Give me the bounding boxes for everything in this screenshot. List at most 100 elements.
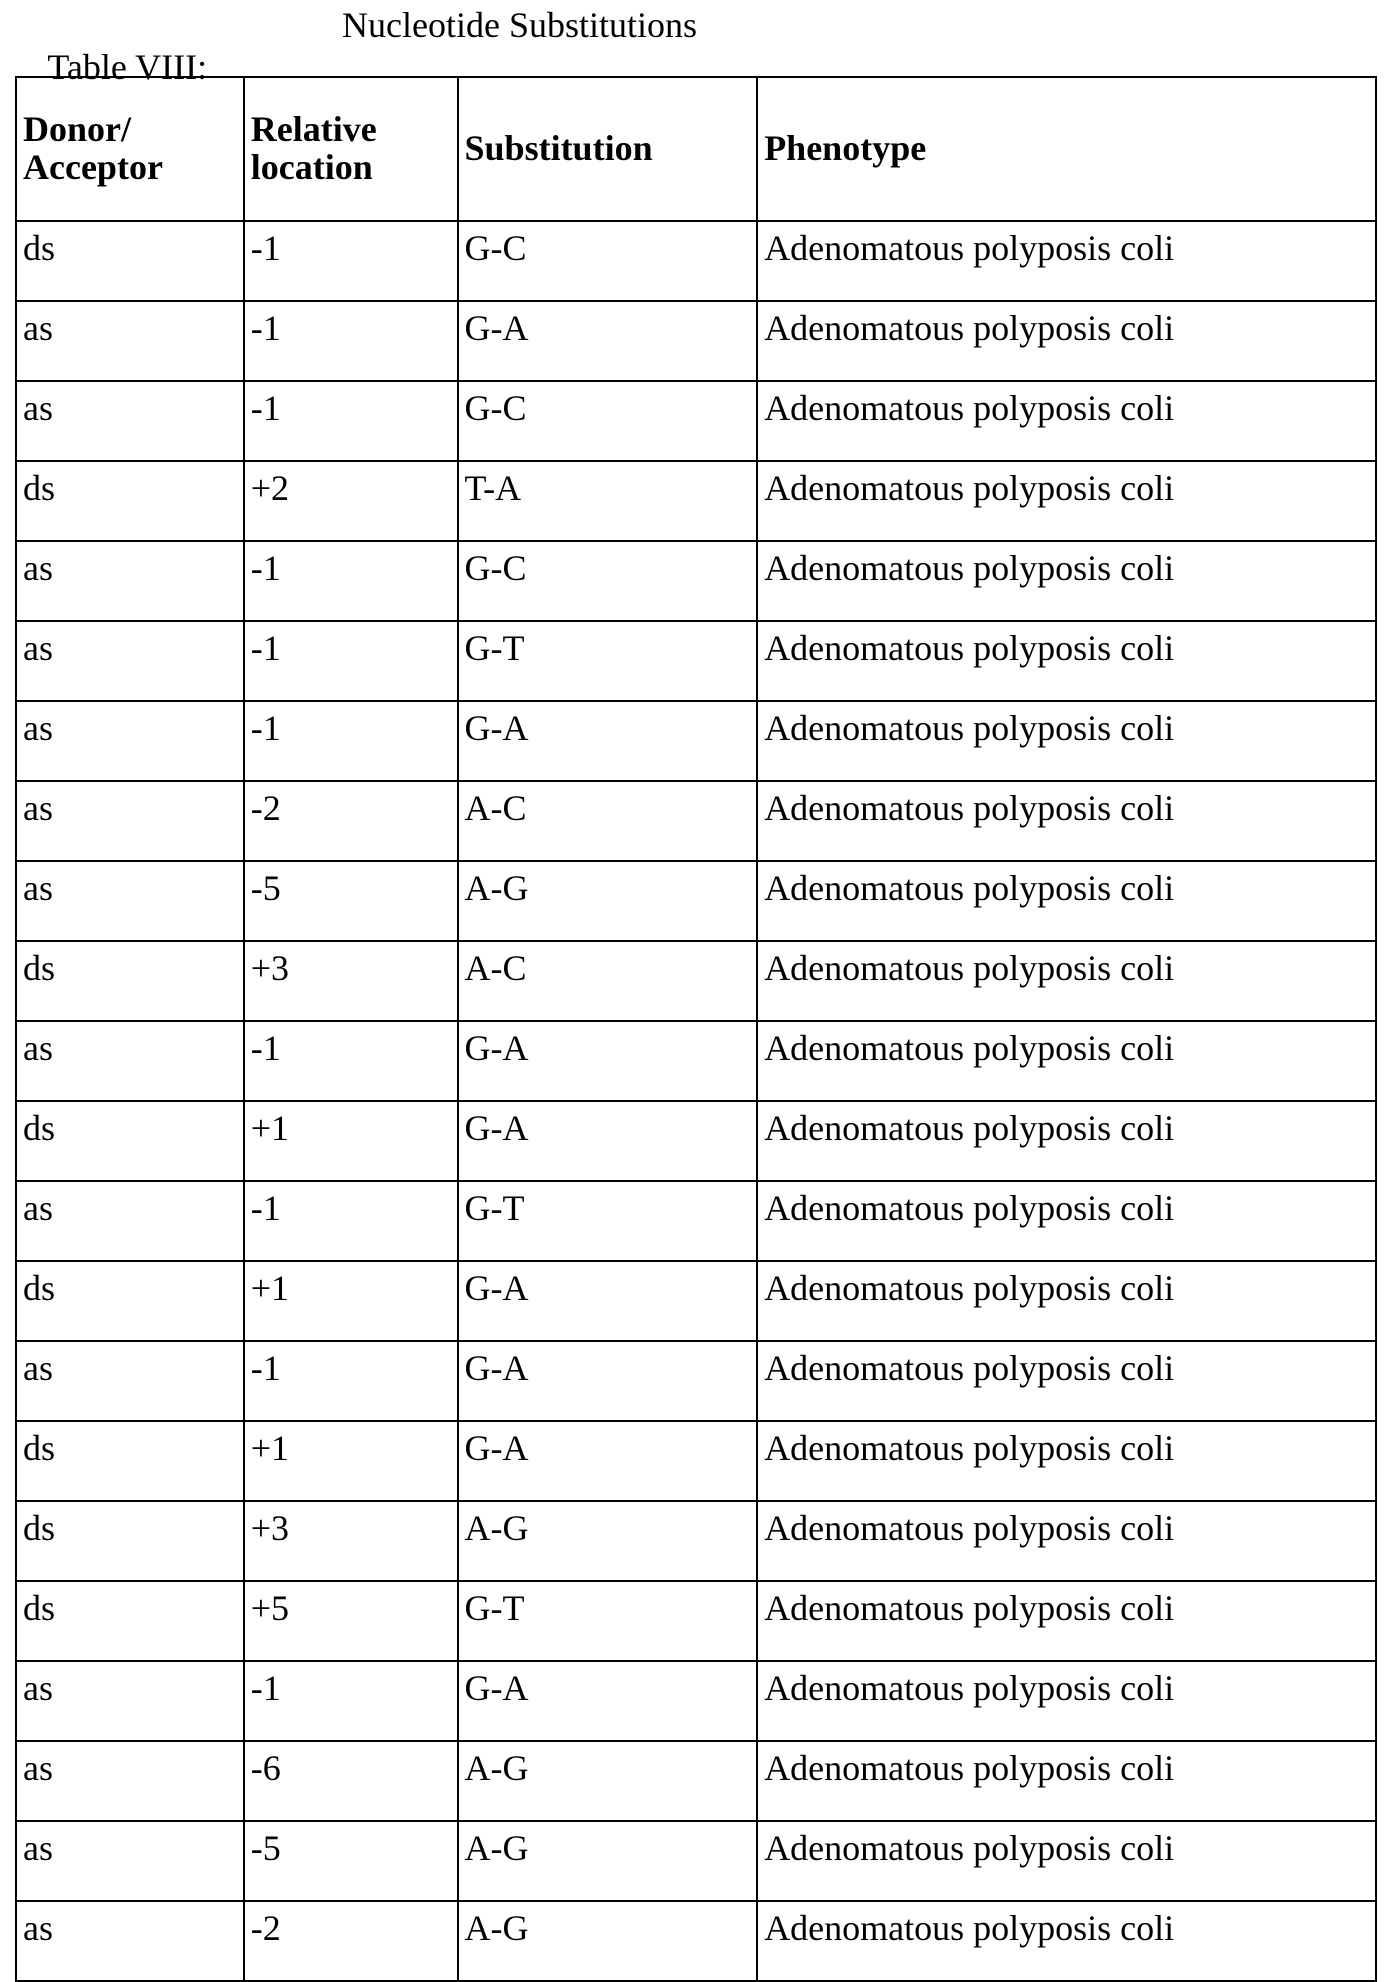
phenotype-cell: Adenomatous polyposis coli [757,781,1376,861]
substitution-cell: G-A [458,1101,758,1181]
substitution-cell: A-C [458,781,758,861]
substitution-cell: G-A [458,1661,758,1741]
table-row: as-1G-CAdenomatous polyposis coli [16,541,1376,621]
phenotype-cell: Adenomatous polyposis coli [757,1501,1376,1581]
table-row: ds+1G-AAdenomatous polyposis coli [16,1101,1376,1181]
relative-location-cell: -1 [244,301,458,381]
substitution-cell: G-A [458,301,758,381]
phenotype-cell: Adenomatous polyposis coli [757,301,1376,381]
substitution-cell: G-A [458,1421,758,1501]
table-row: ds+2T-AAdenomatous polyposis coli [16,461,1376,541]
substitution-cell: A-C [458,941,758,1021]
header-relative-location: Relative location [244,77,458,221]
substitution-cell: G-A [458,1341,758,1421]
table-row: as-1G-TAdenomatous polyposis coli [16,1181,1376,1261]
phenotype-cell: Adenomatous polyposis coli [757,461,1376,541]
substitution-cell: A-G [458,1901,758,1981]
phenotype-cell: Adenomatous polyposis coli [757,1821,1376,1901]
relative-location-cell: -1 [244,1181,458,1261]
donor-acceptor-cell: as [16,1821,244,1901]
table-row: as-2A-GAdenomatous polyposis coli [16,1901,1376,1981]
relative-location-cell: -6 [244,1741,458,1821]
table-row: as-1G-AAdenomatous polyposis coli [16,301,1376,381]
donor-acceptor-cell: as [16,381,244,461]
table-row: ds+1G-AAdenomatous polyposis coli [16,1421,1376,1501]
donor-acceptor-cell: ds [16,1101,244,1181]
header-substitution: Substitution [458,77,758,221]
donor-acceptor-cell: ds [16,1501,244,1581]
table-title: Nucleotide Substitutions [342,4,697,46]
table-row: ds+3A-CAdenomatous polyposis coli [16,941,1376,1021]
phenotype-cell: Adenomatous polyposis coli [757,861,1376,941]
donor-acceptor-cell: as [16,781,244,861]
relative-location-cell: -1 [244,1341,458,1421]
donor-acceptor-cell: ds [16,221,244,301]
phenotype-cell: Adenomatous polyposis coli [757,541,1376,621]
table-row: as-5A-GAdenomatous polyposis coli [16,1821,1376,1901]
substitution-cell: A-G [458,861,758,941]
donor-acceptor-cell: as [16,541,244,621]
phenotype-cell: Adenomatous polyposis coli [757,1741,1376,1821]
relative-location-cell: +3 [244,1501,458,1581]
relative-location-cell: -1 [244,701,458,781]
donor-acceptor-cell: as [16,1021,244,1101]
table-row: as-1G-CAdenomatous polyposis coli [16,381,1376,461]
table-row: ds+1G-AAdenomatous polyposis coli [16,1261,1376,1341]
relative-location-cell: -2 [244,1901,458,1981]
phenotype-cell: Adenomatous polyposis coli [757,1901,1376,1981]
table-row: as-1G-AAdenomatous polyposis coli [16,1021,1376,1101]
table-row: as-1G-AAdenomatous polyposis coli [16,1661,1376,1741]
relative-location-cell: +1 [244,1261,458,1341]
phenotype-cell: Adenomatous polyposis coli [757,1181,1376,1261]
phenotype-cell: Adenomatous polyposis coli [757,1341,1376,1421]
table-row: ds+5G-TAdenomatous polyposis coli [16,1581,1376,1661]
relative-location-cell: +5 [244,1581,458,1661]
table-row: as-2A-CAdenomatous polyposis coli [16,781,1376,861]
phenotype-cell: Adenomatous polyposis coli [757,221,1376,301]
relative-location-cell: -1 [244,381,458,461]
substitution-cell: G-T [458,1181,758,1261]
substitution-cell: G-A [458,1021,758,1101]
relative-location-cell: -1 [244,1661,458,1741]
donor-acceptor-cell: as [16,861,244,941]
donor-acceptor-cell: as [16,1181,244,1261]
donor-acceptor-cell: ds [16,461,244,541]
table-row: as-1G-TAdenomatous polyposis coli [16,621,1376,701]
header-phenotype: Phenotype [757,77,1376,221]
phenotype-cell: Adenomatous polyposis coli [757,941,1376,1021]
donor-acceptor-cell: ds [16,1581,244,1661]
substitution-cell: G-T [458,1581,758,1661]
relative-location-cell: -5 [244,1821,458,1901]
table-row: as-5A-GAdenomatous polyposis coli [16,861,1376,941]
donor-acceptor-cell: as [16,1341,244,1421]
substitution-cell: G-A [458,701,758,781]
substitution-cell: A-G [458,1741,758,1821]
substitution-cell: G-T [458,621,758,701]
donor-acceptor-cell: as [16,621,244,701]
relative-location-cell: +2 [244,461,458,541]
donor-acceptor-cell: ds [16,941,244,1021]
substitution-cell: G-C [458,541,758,621]
donor-acceptor-cell: ds [16,1261,244,1341]
table-row: as-6A-GAdenomatous polyposis coli [16,1741,1376,1821]
donor-acceptor-cell: as [16,701,244,781]
phenotype-cell: Adenomatous polyposis coli [757,1421,1376,1501]
phenotype-cell: Adenomatous polyposis coli [757,1661,1376,1741]
relative-location-cell: -5 [244,861,458,941]
donor-acceptor-cell: as [16,1741,244,1821]
relative-location-cell: -1 [244,541,458,621]
substitution-cell: A-G [458,1501,758,1581]
phenotype-cell: Adenomatous polyposis coli [757,1101,1376,1181]
relative-location-cell: -1 [244,221,458,301]
relative-location-cell: -2 [244,781,458,861]
phenotype-cell: Adenomatous polyposis coli [757,1261,1376,1341]
phenotype-cell: Adenomatous polyposis coli [757,621,1376,701]
phenotype-cell: Adenomatous polyposis coli [757,1581,1376,1661]
substitution-cell: G-C [458,221,758,301]
table-row: as-1G-AAdenomatous polyposis coli [16,701,1376,781]
phenotype-cell: Adenomatous polyposis coli [757,381,1376,461]
header-donor-acceptor: Donor/ Acceptor [16,77,244,221]
relative-location-cell: +1 [244,1101,458,1181]
donor-acceptor-cell: as [16,1901,244,1981]
table-row: ds-1G-CAdenomatous polyposis coli [16,221,1376,301]
